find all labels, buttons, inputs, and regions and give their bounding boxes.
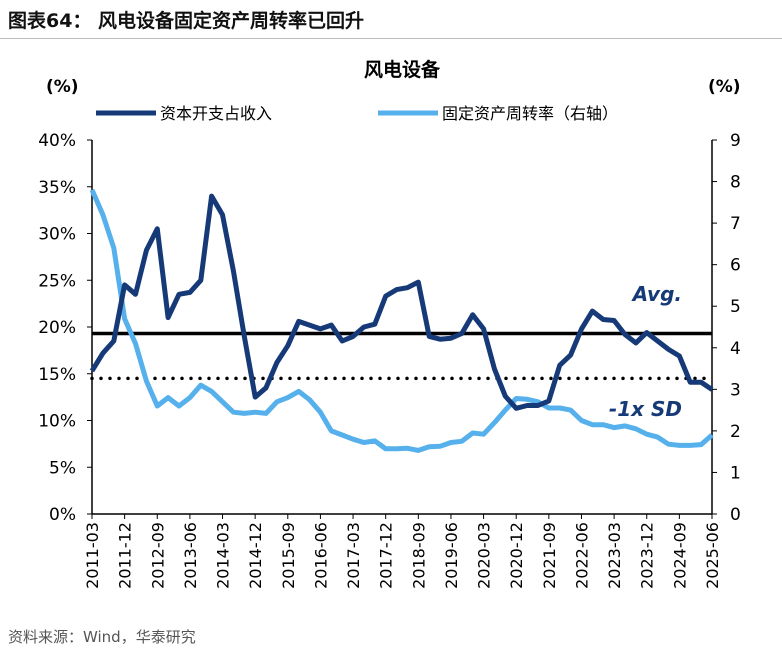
x-tick-label: 2021-09 [540,522,559,589]
source-note: 资料来源：Wind，华泰研究 [8,628,196,646]
x-tick-label: 2011-03 [83,522,102,589]
x-tick-label: 2011-12 [116,522,135,589]
left-tick-label: 15% [38,365,76,385]
avg-label: Avg. [631,282,682,306]
x-tick-label: 2015-09 [279,522,298,589]
series-line-capex [89,193,714,411]
right-tick-label: 0 [730,505,741,525]
x-tick-label: 2024-09 [670,522,689,589]
x-tick-label: 2017-12 [377,522,396,589]
left-tick-label: 5% [49,458,76,478]
right-tick-label: 5 [730,297,741,317]
right-axis-unit: (%) [708,77,741,97]
x-tick-label: 2017-03 [344,522,363,589]
left-axis-unit: (%) [46,77,79,97]
left-tick-label: 25% [38,271,76,291]
x-tick-label: 2020-03 [475,522,494,589]
right-tick-label: 8 [730,173,741,193]
right-tick-label: 7 [730,214,741,234]
legend-label-capex: 资本开支占收入 [160,104,272,123]
left-tick-label: 35% [38,178,76,198]
x-tick-label: 2023-03 [605,522,624,589]
x-tick-label: 2019-06 [442,522,461,589]
header-divider [0,38,782,39]
left-tick-label: 10% [38,412,76,432]
right-tick-label: 3 [730,380,741,400]
x-tick-label: 2014-03 [214,522,233,589]
chart-title: 风电设备 [364,58,441,81]
left-tick-label: 20% [38,318,76,338]
x-tick-label: 2022-06 [572,522,591,589]
x-tick-label: 2012-09 [148,522,167,589]
right-tick-label: 9 [730,131,741,151]
left-tick-label: 40% [38,131,76,151]
x-tick-label: 2018-09 [409,522,428,589]
figure-header: 图表64： 风电设备固定资产周转率已回升 [8,10,365,32]
series-line-turnover [89,188,714,453]
legend-label-turnover: 固定资产周转率（右轴） [442,104,618,123]
left-tick-label: 30% [38,225,76,245]
right-tick-label: 2 [730,422,741,442]
left-tick-label: 0% [49,505,76,525]
right-tick-label: 4 [730,339,741,359]
x-tick-label: 2016-06 [311,522,330,589]
x-tick-label: 2025-06 [703,522,722,589]
x-tick-label: 2020-12 [507,522,526,589]
x-tick-label: 2014-12 [246,522,265,589]
right-tick-label: 1 [730,463,741,483]
right-tick-label: 6 [730,256,741,276]
x-tick-label: 2013-06 [181,522,200,589]
sd-label: -1x SD [609,397,682,421]
x-tick-label: 2023-12 [638,522,657,589]
